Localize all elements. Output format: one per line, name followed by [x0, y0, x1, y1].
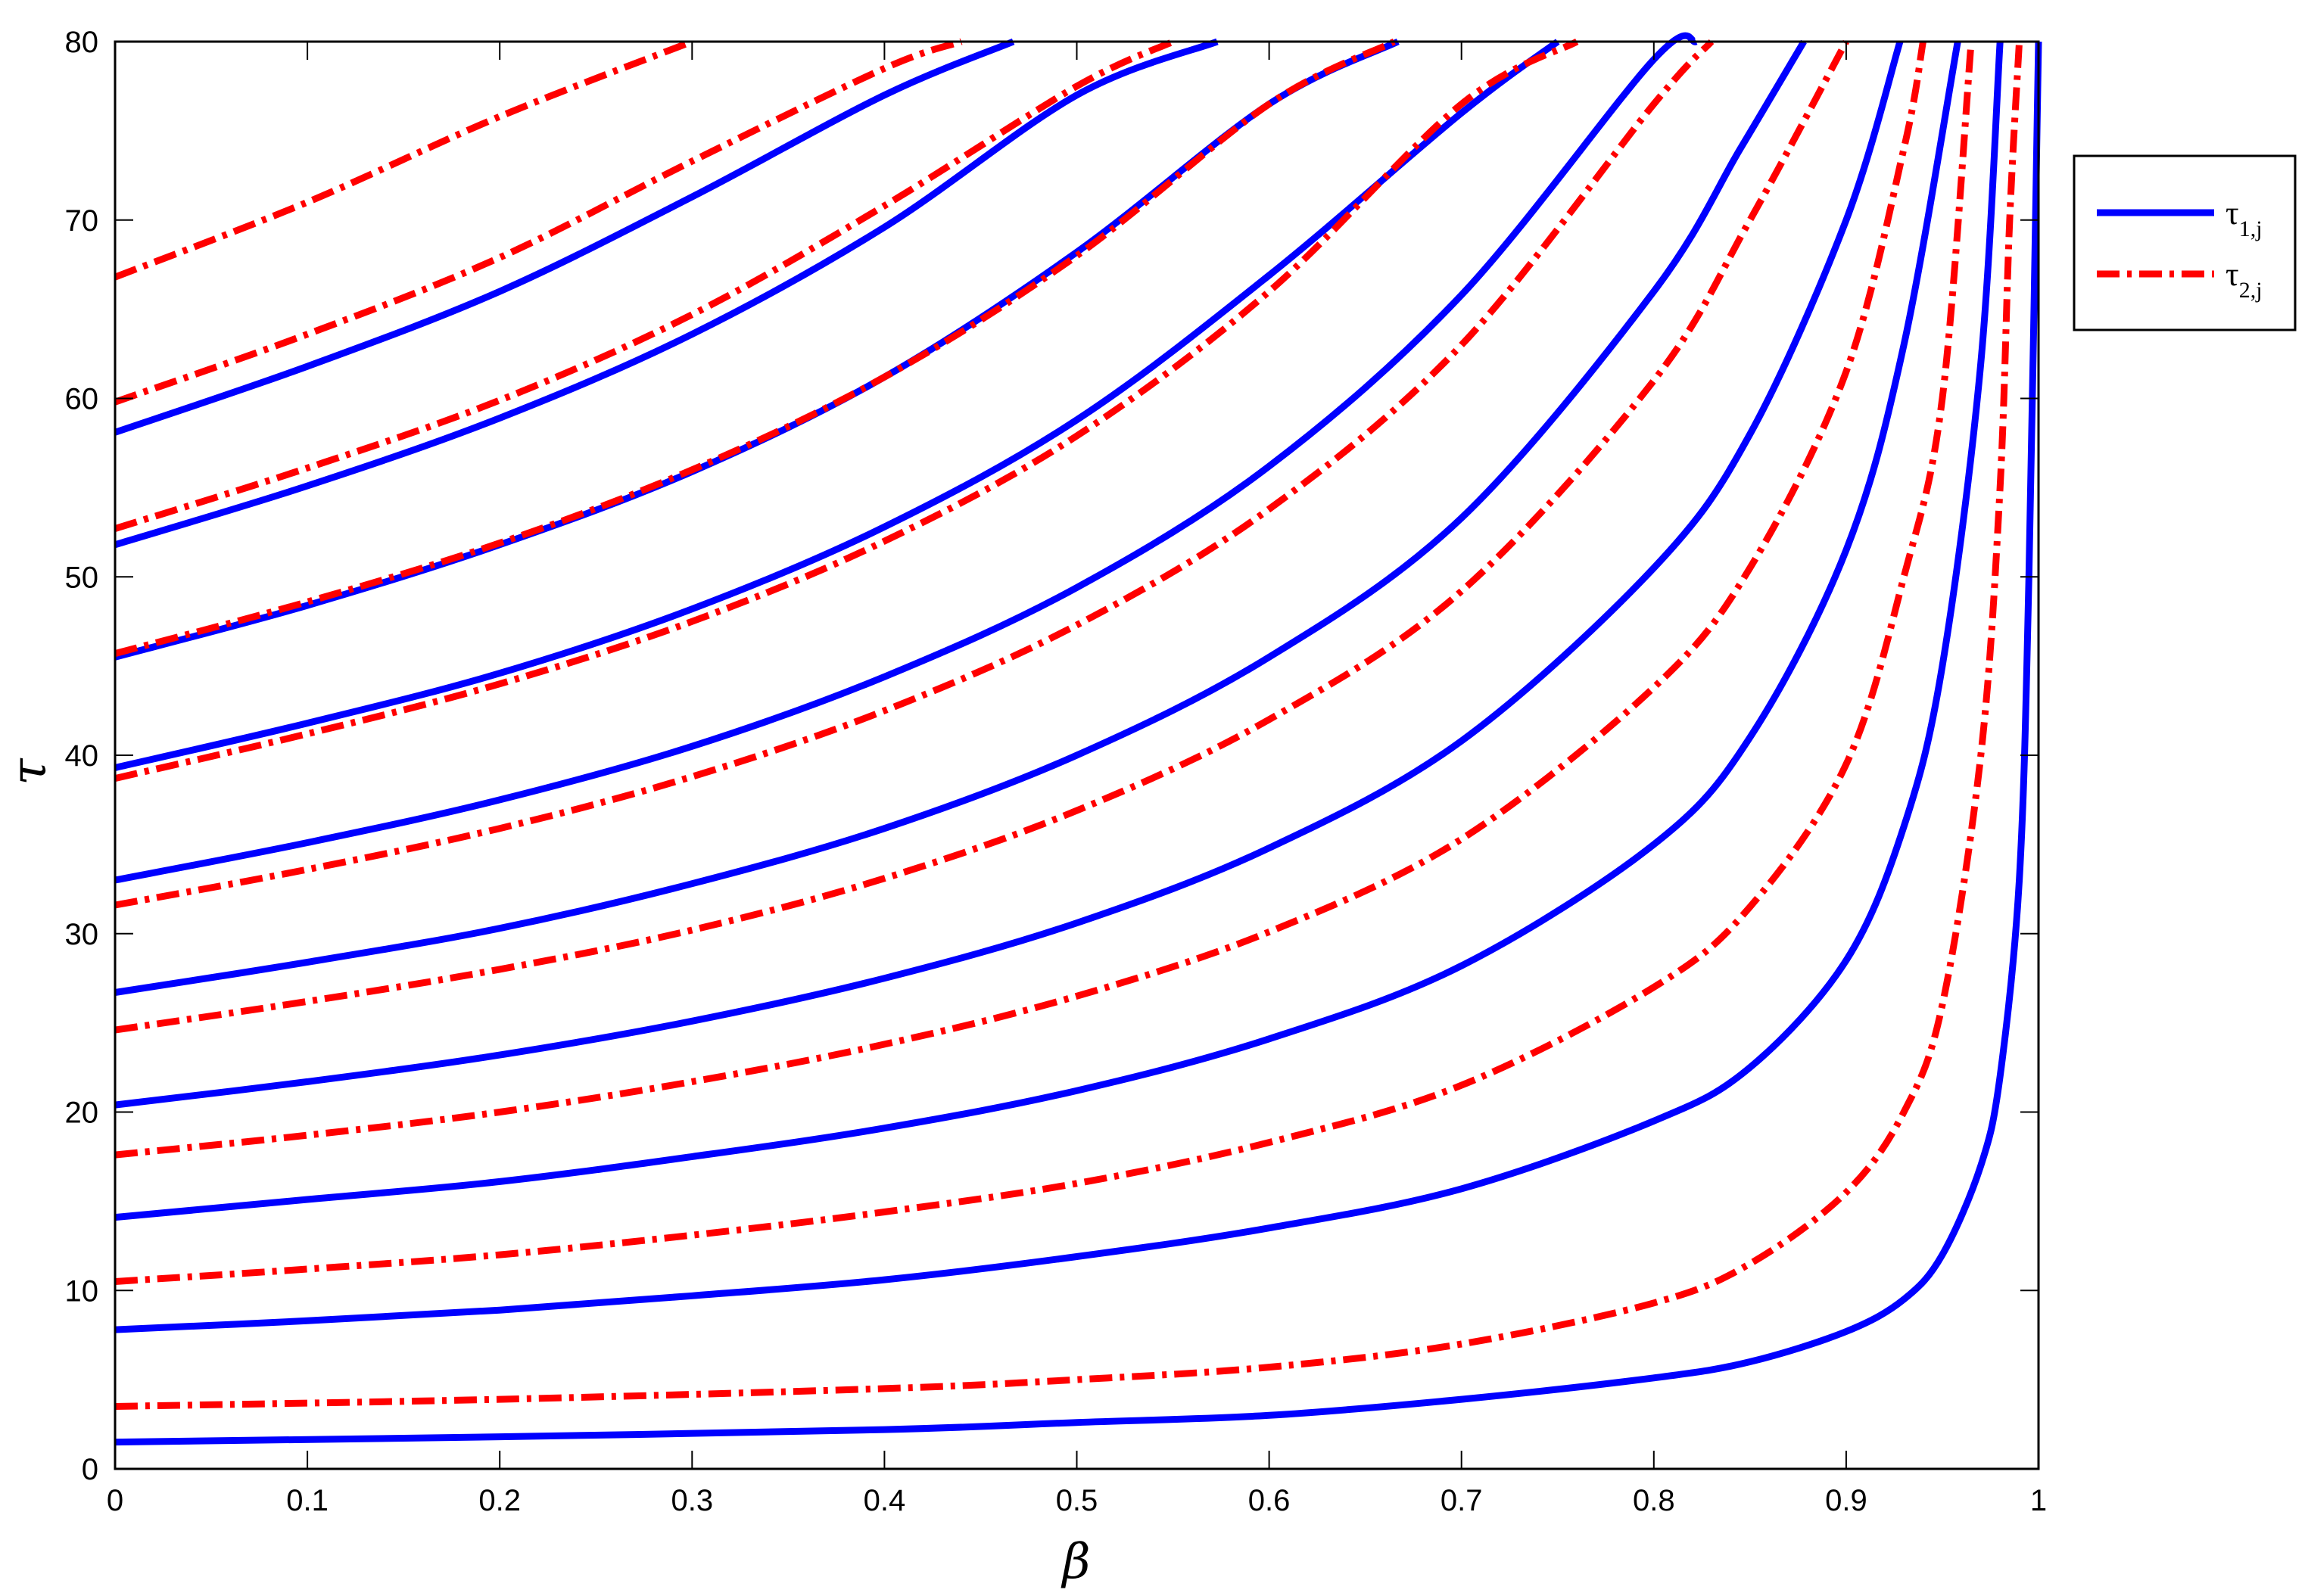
tau2-curve-12 — [114, 41, 1926, 1159]
x-tick-label: 0 — [107, 1484, 123, 1517]
y-tick-label: 20 — [65, 1097, 99, 1130]
x-tick-label: 0.9 — [1825, 1484, 1867, 1517]
x-tick-label: 0.5 — [1056, 1484, 1098, 1517]
legend-box — [2073, 154, 2297, 331]
x-tick-label: 0.4 — [864, 1484, 906, 1517]
legend-label-tau1: τ1,j — [2225, 194, 2263, 241]
tau1-curve-2 — [114, 41, 1961, 1221]
x-tick-label: 1 — [2030, 1484, 2047, 1517]
tau2-curve-18 — [114, 38, 963, 406]
tau2-curve-17 — [114, 38, 1175, 532]
tau1-curve-9 — [114, 38, 1015, 436]
x-tick-label: 0.6 — [1248, 1484, 1291, 1517]
y-tick-label: 70 — [65, 204, 99, 238]
legend-label-tau2: τ2,j — [2225, 256, 2263, 303]
tau1-curve-4 — [114, 39, 1807, 996]
tau2-curve-14 — [114, 39, 1715, 909]
y-tick-label: 30 — [65, 918, 99, 951]
tau2-curve-11 — [114, 41, 1975, 1285]
tau1-curve-0 — [114, 41, 2042, 1446]
tau2-curve-16 — [114, 38, 1396, 657]
y-tick-label: 50 — [65, 561, 99, 594]
tau2-curve-15 — [114, 39, 1579, 782]
y-tick-label: 0 — [82, 1453, 98, 1486]
y-tick-label: 10 — [65, 1274, 99, 1308]
y-tick-label: 60 — [65, 383, 99, 416]
x-tick-label: 0.8 — [1633, 1484, 1675, 1517]
x-tick-label: 0.3 — [671, 1484, 713, 1517]
tau2-curve-19 — [114, 38, 693, 281]
tau2-curve-10 — [114, 41, 2023, 1410]
legend: τ1,j τ2,j — [2073, 154, 2297, 331]
tau1-curve-3 — [114, 40, 1904, 1109]
x-tick-label: 0.7 — [1441, 1484, 1483, 1517]
x-axis-label: β — [1061, 1534, 1091, 1590]
y-tick-label: 80 — [65, 26, 99, 59]
tau1-curve-5 — [114, 32, 1698, 884]
tau1-curve-1 — [114, 41, 2004, 1333]
series-layer — [114, 32, 2042, 1446]
ticks-layer: 0 0.1 0.2 0.3 0.4 0.5 0.6 0.7 0.8 0.9 101020304050… — [65, 26, 2048, 1517]
tau2-curve-13 — [114, 39, 1849, 1034]
x-tick-label: 0.1 — [286, 1484, 329, 1517]
tau1-curve-8 — [114, 38, 1219, 549]
y-axis-label: τ — [2, 758, 58, 786]
x-tick-label: 0.2 — [478, 1484, 521, 1517]
y-tick-label: 40 — [65, 739, 99, 773]
